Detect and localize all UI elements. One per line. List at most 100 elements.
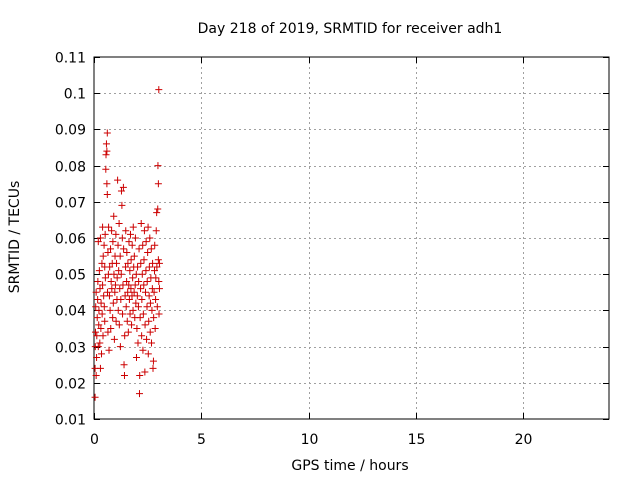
data-point (153, 303, 161, 311)
data-point (139, 346, 147, 354)
grid-lines (94, 57, 609, 419)
data-point (132, 353, 140, 361)
data-point (101, 230, 109, 238)
data-point (121, 332, 129, 340)
data-point (100, 303, 108, 311)
data-point (130, 288, 138, 296)
data-point (128, 321, 136, 329)
data-point (113, 274, 121, 282)
data-point (138, 270, 146, 278)
data-point (94, 238, 102, 246)
data-point (111, 288, 119, 296)
data-point (134, 339, 142, 347)
data-point (142, 267, 150, 275)
data-point (131, 234, 139, 242)
data-point (146, 299, 154, 307)
data-point (141, 368, 149, 376)
data-point (95, 267, 103, 275)
data-point (148, 306, 156, 314)
data-point (120, 245, 128, 253)
data-point (133, 292, 141, 300)
data-point (151, 325, 159, 332)
data-point (121, 292, 129, 300)
data-point (140, 256, 148, 264)
data-point (142, 288, 149, 296)
data-point (155, 310, 163, 318)
data-point (153, 263, 161, 271)
data-point (113, 259, 121, 267)
x-axis-label: GPS time / hours (291, 458, 408, 474)
data-point (109, 238, 117, 246)
x-tick-labels: 0 5 10 15 20 (90, 432, 532, 448)
data-point (152, 227, 160, 235)
data-points (91, 86, 163, 401)
data-point (107, 245, 115, 253)
data-point (99, 223, 107, 231)
data-point (103, 191, 111, 199)
data-point (144, 223, 152, 231)
data-point (96, 285, 104, 293)
data-point (145, 263, 153, 271)
data-point (123, 277, 131, 285)
data-point (144, 248, 152, 256)
data-point (94, 296, 102, 304)
y-tick-label: 0.11 (55, 51, 86, 67)
data-point (134, 303, 142, 311)
data-point (97, 325, 105, 332)
data-point (114, 306, 122, 314)
data-point (126, 267, 134, 275)
data-point (93, 353, 101, 361)
data-point (116, 285, 124, 293)
data-point (92, 288, 100, 296)
data-point (94, 343, 102, 351)
data-point (129, 274, 137, 282)
x-tick-label: 5 (197, 432, 206, 448)
data-point (115, 321, 123, 329)
data-point (134, 263, 142, 271)
data-point (131, 281, 139, 289)
data-point (154, 162, 162, 170)
data-point (109, 314, 117, 322)
data-point (112, 317, 120, 325)
data-point (146, 328, 154, 336)
data-point (138, 332, 146, 340)
data-point (122, 303, 130, 311)
data-point (103, 147, 111, 155)
data-point (92, 372, 100, 380)
data-point (138, 296, 146, 304)
data-point (106, 306, 114, 314)
data-point (102, 165, 110, 173)
data-point (96, 339, 104, 347)
data-point (105, 292, 113, 300)
data-point (95, 321, 103, 329)
data-point (103, 180, 111, 188)
y-tick-label: 0.02 (55, 377, 86, 393)
data-point (123, 317, 131, 325)
data-point (154, 256, 162, 264)
data-point (140, 281, 148, 289)
data-point (115, 220, 123, 228)
data-point (91, 393, 99, 401)
data-point (120, 372, 128, 380)
data-point (148, 339, 156, 347)
data-point (125, 281, 133, 289)
x-tick-label: 0 (90, 432, 99, 448)
data-point (93, 332, 101, 340)
data-point (112, 230, 120, 238)
data-point (119, 183, 127, 191)
y-tick-label: 0.07 (55, 196, 86, 212)
data-point (152, 296, 160, 304)
data-point (119, 310, 127, 318)
data-point (151, 267, 159, 275)
data-point (100, 241, 108, 249)
data-point (126, 230, 134, 238)
data-point (143, 277, 151, 285)
data-point (150, 314, 158, 322)
data-point (136, 372, 144, 380)
data-point (111, 281, 119, 289)
data-point (137, 259, 145, 267)
data-point (114, 176, 122, 184)
data-point (127, 285, 135, 293)
data-point (125, 238, 133, 246)
